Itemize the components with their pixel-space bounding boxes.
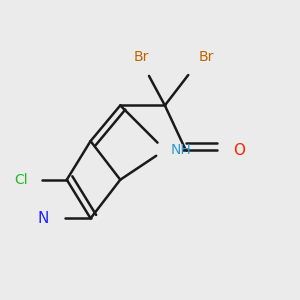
- Circle shape: [38, 207, 60, 230]
- Circle shape: [160, 139, 182, 161]
- Text: Br: Br: [199, 50, 214, 64]
- Text: Cl: Cl: [14, 173, 28, 187]
- Circle shape: [130, 53, 152, 75]
- Circle shape: [17, 169, 39, 191]
- Text: N: N: [38, 211, 49, 226]
- Text: O: O: [233, 142, 245, 158]
- Circle shape: [195, 53, 218, 75]
- Circle shape: [222, 139, 244, 161]
- Text: NH: NH: [171, 143, 192, 157]
- Text: Br: Br: [134, 50, 149, 64]
